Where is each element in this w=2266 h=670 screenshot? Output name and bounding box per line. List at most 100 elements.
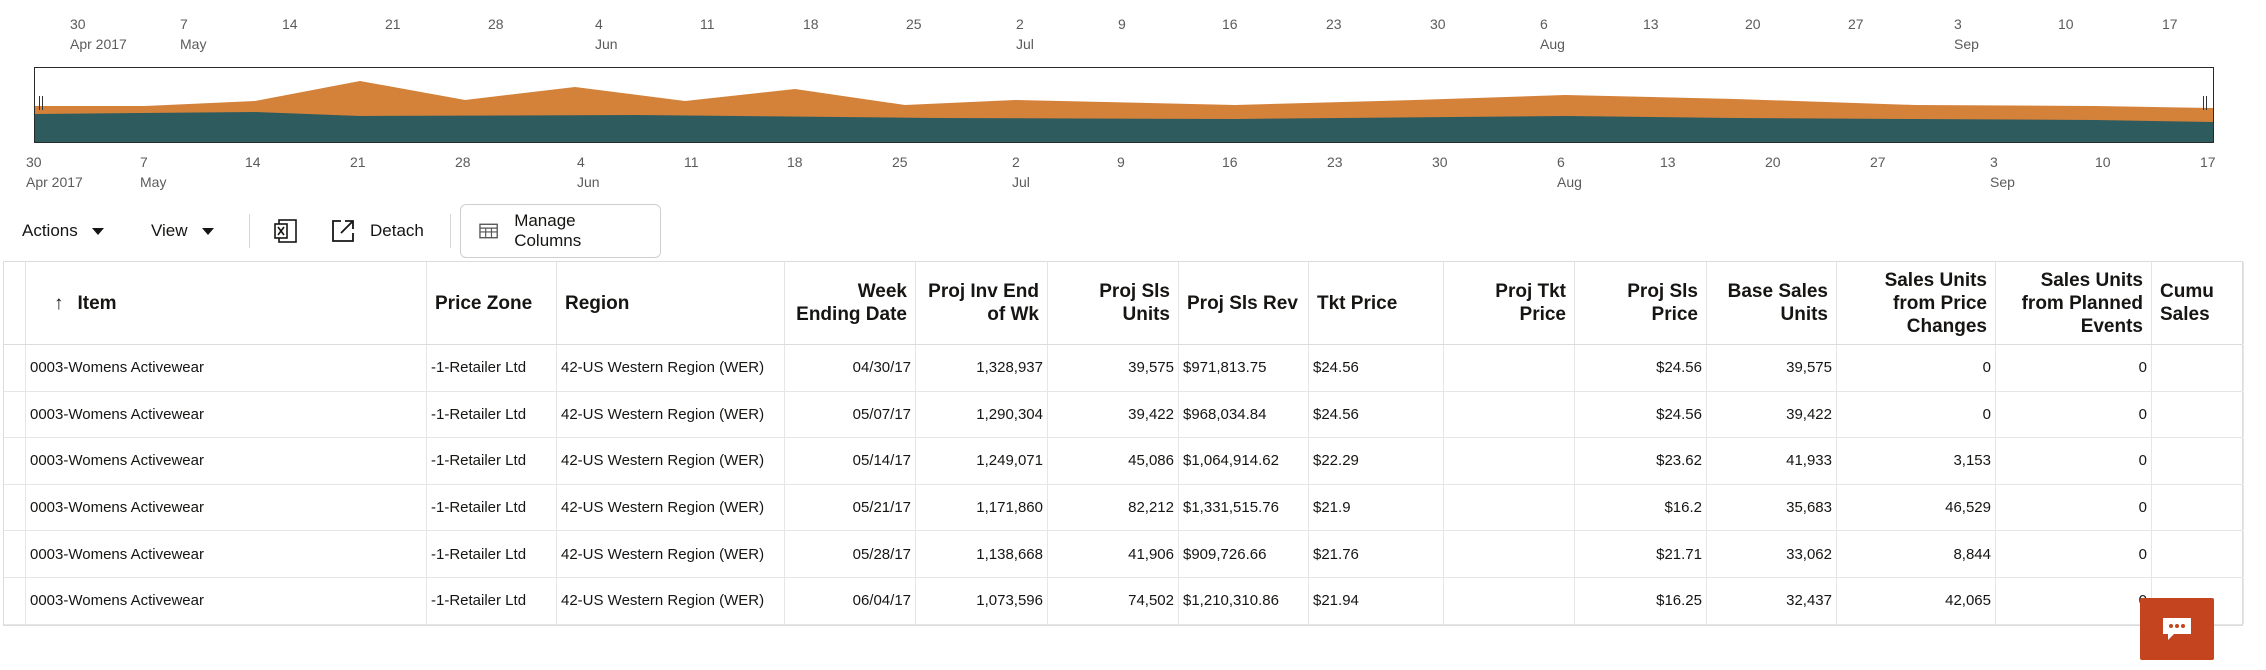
table-cell[interactable]: 0 xyxy=(1996,577,2152,624)
table-cell[interactable]: $21.9 xyxy=(1309,484,1444,531)
table-cell[interactable]: 45,086 xyxy=(1048,438,1179,484)
table-cell[interactable]: 42-US Western Region (WER) xyxy=(557,438,785,484)
column-header[interactable]: Base Sales Units xyxy=(1707,262,1837,344)
table-cell[interactable]: $16.2 xyxy=(1575,484,1707,531)
table-cell[interactable] xyxy=(2152,577,2244,624)
table-cell[interactable]: $24.56 xyxy=(1575,345,1707,391)
range-handle-left[interactable] xyxy=(39,96,43,110)
table-cell[interactable]: -1-Retailer Ltd xyxy=(427,345,557,391)
table-row[interactable]: 0003-Womens Activewear -1-Retailer Ltd 42-… xyxy=(4,345,2244,392)
column-header[interactable]: Cumu Sales xyxy=(2152,262,2244,344)
column-header[interactable]: Week Ending Date xyxy=(785,262,916,344)
table-cell[interactable] xyxy=(1444,484,1575,531)
row-selector[interactable] xyxy=(4,484,26,531)
table-cell[interactable]: 06/04/17 xyxy=(785,577,916,624)
table-cell[interactable]: 1,138,668 xyxy=(916,531,1048,577)
table-cell[interactable]: 1,171,860 xyxy=(916,484,1048,531)
table-cell[interactable]: 74,502 xyxy=(1048,577,1179,624)
table-cell[interactable]: -1-Retailer Ltd xyxy=(427,391,557,438)
detach-button[interactable]: Detach xyxy=(330,200,424,262)
table-row[interactable]: 0003-Womens Activewear -1-Retailer Ltd 42-… xyxy=(4,484,2244,532)
table-row[interactable]: 0003-Womens Activewear -1-Retailer Ltd 42-… xyxy=(4,577,2244,625)
column-header[interactable]: Proj Sls Price xyxy=(1575,262,1707,344)
table-cell[interactable]: 33,062 xyxy=(1707,531,1837,577)
column-header[interactable]: Region xyxy=(557,262,785,344)
table-cell[interactable]: 42-US Western Region (WER) xyxy=(557,577,785,624)
table-cell[interactable]: 0 xyxy=(1837,391,1996,438)
table-cell[interactable] xyxy=(1444,531,1575,577)
table-cell[interactable] xyxy=(2152,345,2244,391)
table-cell[interactable]: $971,813.75 xyxy=(1179,345,1309,391)
row-selector-header[interactable] xyxy=(4,262,26,344)
table-cell[interactable]: 39,575 xyxy=(1048,345,1179,391)
table-cell[interactable]: $1,064,914.62 xyxy=(1179,438,1309,484)
table-cell[interactable]: 0003-Womens Activewear xyxy=(26,391,427,438)
table-cell[interactable]: $23.62 xyxy=(1575,438,1707,484)
column-header[interactable]: Tkt Price xyxy=(1309,262,1444,344)
table-cell[interactable]: 1,073,596 xyxy=(916,577,1048,624)
table-cell[interactable]: 0 xyxy=(1996,484,2152,531)
chat-button[interactable] xyxy=(2140,598,2214,660)
table-cell[interactable]: 42-US Western Region (WER) xyxy=(557,531,785,577)
table-cell[interactable]: $21.71 xyxy=(1575,531,1707,577)
table-cell[interactable]: 39,575 xyxy=(1707,345,1837,391)
table-cell[interactable]: -1-Retailer Ltd xyxy=(427,484,557,531)
table-cell[interactable]: 0003-Womens Activewear xyxy=(26,484,427,531)
table-cell[interactable]: 35,683 xyxy=(1707,484,1837,531)
table-cell[interactable]: 05/14/17 xyxy=(785,438,916,484)
table-cell[interactable]: 42-US Western Region (WER) xyxy=(557,484,785,531)
table-cell[interactable]: -1-Retailer Ltd xyxy=(427,438,557,484)
table-cell[interactable]: 1,328,937 xyxy=(916,345,1048,391)
manage-columns-button[interactable]: Manage Columns xyxy=(460,204,661,258)
table-cell[interactable]: 39,422 xyxy=(1048,391,1179,438)
actions-menu[interactable]: Actions xyxy=(22,200,104,262)
table-cell[interactable]: 05/07/17 xyxy=(785,391,916,438)
table-cell[interactable] xyxy=(2152,531,2244,577)
table-cell[interactable]: 3,153 xyxy=(1837,438,1996,484)
table-cell[interactable]: $1,331,515.76 xyxy=(1179,484,1309,531)
column-header[interactable]: ↑ Item xyxy=(26,262,427,344)
table-cell[interactable]: $21.76 xyxy=(1309,531,1444,577)
table-cell[interactable] xyxy=(2152,484,2244,531)
table-cell[interactable]: 82,212 xyxy=(1048,484,1179,531)
table-cell[interactable]: 0003-Womens Activewear xyxy=(26,531,427,577)
table-cell[interactable]: -1-Retailer Ltd xyxy=(427,531,557,577)
table-cell[interactable]: 05/28/17 xyxy=(785,531,916,577)
table-cell[interactable]: 42-US Western Region (WER) xyxy=(557,391,785,438)
table-cell[interactable]: $16.25 xyxy=(1575,577,1707,624)
table-cell[interactable]: 8,844 xyxy=(1837,531,1996,577)
export-excel-button[interactable] xyxy=(273,200,299,262)
table-cell[interactable]: 05/21/17 xyxy=(785,484,916,531)
column-header[interactable]: Sales Units from Planned Events xyxy=(1996,262,2152,344)
column-header[interactable]: Proj Inv End of Wk xyxy=(916,262,1048,344)
table-cell[interactable]: 32,437 xyxy=(1707,577,1837,624)
table-cell[interactable]: $24.56 xyxy=(1575,391,1707,438)
table-cell[interactable]: 0 xyxy=(1837,345,1996,391)
table-row[interactable]: 0003-Womens Activewear -1-Retailer Ltd 42-… xyxy=(4,531,2244,578)
table-cell[interactable]: $968,034.84 xyxy=(1179,391,1309,438)
table-cell[interactable]: 0 xyxy=(1996,391,2152,438)
table-cell[interactable]: 41,933 xyxy=(1707,438,1837,484)
column-header[interactable]: Price Zone xyxy=(427,262,557,344)
table-cell[interactable]: $22.29 xyxy=(1309,438,1444,484)
table-cell[interactable]: 46,529 xyxy=(1837,484,1996,531)
sort-ascending-icon[interactable]: ↑ xyxy=(54,292,64,314)
table-cell[interactable]: 04/30/17 xyxy=(785,345,916,391)
table-cell[interactable] xyxy=(1444,438,1575,484)
range-handle-right[interactable] xyxy=(2203,96,2207,110)
table-cell[interactable]: 42-US Western Region (WER) xyxy=(557,345,785,391)
table-cell[interactable]: 0003-Womens Activewear xyxy=(26,438,427,484)
column-header[interactable]: Proj Sls Units xyxy=(1048,262,1179,344)
table-cell[interactable]: 1,249,071 xyxy=(916,438,1048,484)
table-cell[interactable]: $24.56 xyxy=(1309,391,1444,438)
table-cell[interactable]: 0 xyxy=(1996,531,2152,577)
table-cell[interactable]: $24.56 xyxy=(1309,345,1444,391)
table-cell[interactable]: 0003-Womens Activewear xyxy=(26,345,427,391)
table-cell[interactable]: 39,422 xyxy=(1707,391,1837,438)
table-cell[interactable]: -1-Retailer Ltd xyxy=(427,577,557,624)
table-cell[interactable] xyxy=(2152,438,2244,484)
table-cell[interactable]: 0 xyxy=(1996,345,2152,391)
view-menu[interactable]: View xyxy=(151,200,214,262)
table-cell[interactable]: 0003-Womens Activewear xyxy=(26,577,427,624)
row-selector[interactable] xyxy=(4,391,26,438)
